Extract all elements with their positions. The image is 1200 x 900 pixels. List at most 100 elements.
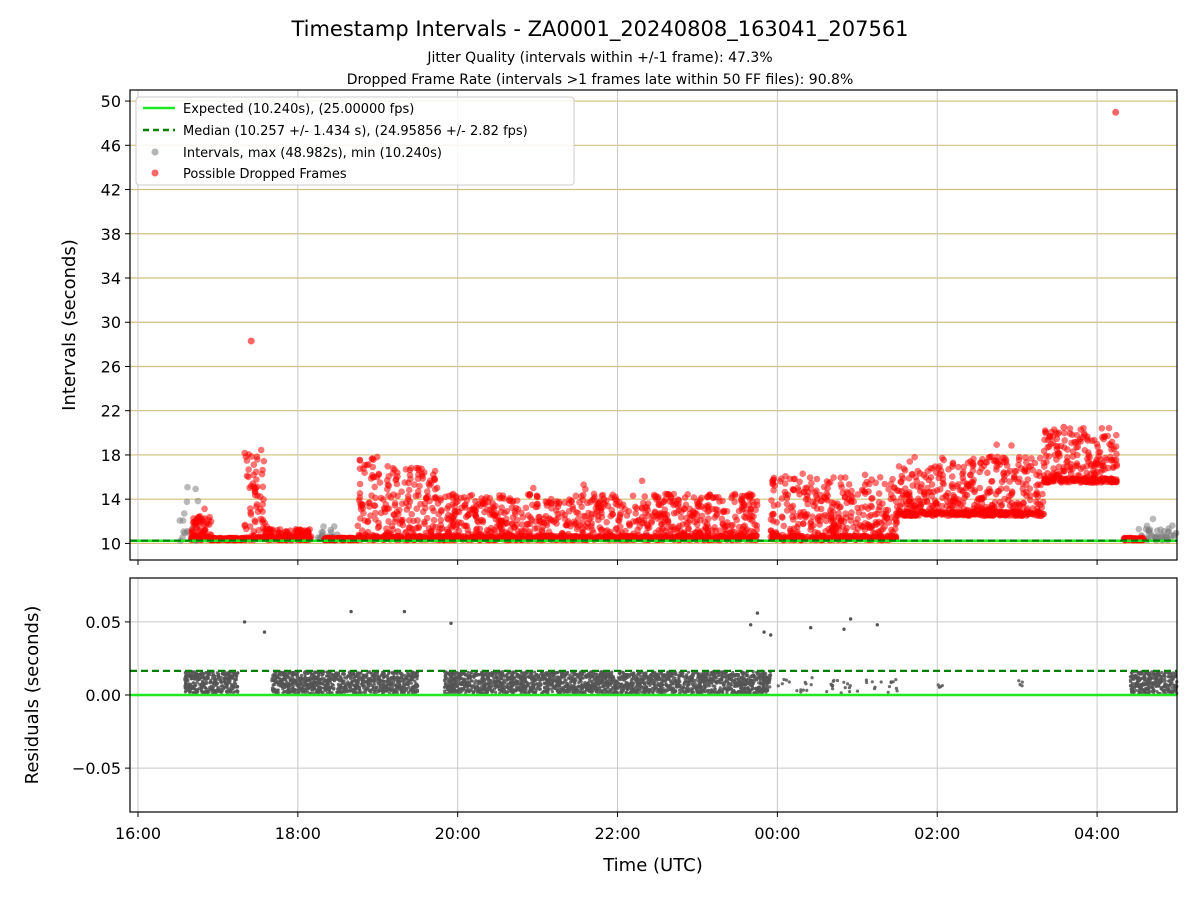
dropped-point — [405, 479, 412, 487]
dropped-point — [600, 499, 607, 507]
residual-point — [279, 677, 283, 682]
dropped-point — [381, 505, 389, 513]
dropped-point — [255, 527, 262, 534]
dropped-point — [685, 525, 692, 532]
dropped-point — [705, 502, 712, 509]
dropped-point — [457, 519, 465, 527]
dropped-point — [804, 511, 811, 518]
dropped-point — [1093, 460, 1101, 467]
residual-point — [329, 691, 333, 695]
residual-point — [193, 674, 198, 678]
dropped-point — [661, 498, 668, 505]
dropped-point — [701, 518, 709, 526]
residual-point — [184, 689, 188, 693]
dropped-point — [592, 510, 599, 518]
dropped-point — [896, 510, 903, 518]
dropped-point — [663, 524, 671, 532]
residual-point — [219, 691, 223, 695]
legend-expected-label: Expected (10.240s), (25.00000 fps) — [183, 102, 414, 117]
dropped-point — [243, 457, 251, 464]
dropped-point — [1053, 435, 1061, 443]
dropped-point — [1002, 508, 1010, 516]
dropped-point — [260, 457, 268, 465]
dropped-point — [365, 461, 372, 468]
dropped-point — [369, 473, 377, 481]
dropped-point — [449, 490, 457, 498]
intervals-point — [1165, 525, 1172, 532]
dropped-point — [693, 529, 700, 536]
dropped-point — [1001, 473, 1008, 480]
dropped-point — [249, 534, 257, 541]
dropped-point — [875, 490, 883, 497]
dropped-point — [458, 504, 465, 512]
dropped-point — [644, 512, 652, 519]
residual-point — [364, 688, 368, 692]
dropped-point — [876, 503, 883, 511]
dropped-point — [1109, 464, 1117, 472]
residual-point — [343, 675, 347, 680]
dropped-point — [1068, 439, 1075, 447]
residual-point — [277, 672, 281, 676]
dropped-point — [815, 513, 823, 520]
dropped-point — [830, 520, 838, 528]
dropped-point — [396, 520, 404, 527]
intervals-point — [331, 523, 338, 530]
dropped-point — [582, 485, 589, 493]
dropped-point — [1105, 424, 1113, 432]
dropped-point — [783, 500, 791, 508]
dropped-point — [638, 513, 646, 521]
dropped-point — [486, 494, 494, 502]
dropped-point — [394, 492, 401, 500]
residual-point — [370, 674, 374, 678]
residual-point — [235, 684, 239, 689]
dropped-point — [286, 532, 293, 539]
dropped-point — [1064, 458, 1071, 465]
dropped-point — [463, 522, 471, 530]
dropped-point — [201, 505, 208, 513]
dropped-point — [872, 479, 879, 487]
dropped-point — [858, 523, 866, 530]
residual-point — [227, 687, 231, 691]
residual-point — [367, 684, 371, 688]
dropped-point — [626, 521, 633, 528]
dropped-point — [247, 509, 254, 516]
dropped-point — [582, 523, 589, 530]
dropped-point — [675, 507, 683, 514]
dropped-point — [413, 505, 421, 512]
residual-point — [183, 684, 187, 688]
dropped-point — [548, 505, 555, 512]
dropped-point — [1055, 471, 1062, 478]
dropped-point — [506, 495, 514, 502]
dropped-point — [402, 466, 410, 473]
residual-point — [199, 687, 203, 691]
dropped-point — [508, 504, 516, 512]
dropped-point — [742, 509, 750, 517]
dropped-point — [509, 514, 517, 521]
dropped-point — [992, 491, 1000, 498]
dropped-point — [684, 491, 691, 498]
residual-point — [372, 682, 376, 687]
dropped-point — [914, 510, 922, 518]
dropped-point — [971, 488, 978, 496]
dropped-point — [1042, 452, 1050, 460]
dropped-point — [587, 532, 594, 539]
residual-point — [335, 690, 340, 695]
residual-point — [188, 682, 192, 686]
dropped-point — [589, 496, 596, 504]
residual-point — [202, 684, 206, 689]
dropped-point — [1081, 447, 1089, 454]
dropped-point — [794, 484, 802, 492]
residual-point — [371, 678, 375, 683]
intervals-point — [183, 498, 191, 506]
dropped-point — [451, 511, 459, 518]
residual-point — [231, 690, 235, 695]
dropped-point — [767, 527, 775, 535]
dropped-point — [731, 492, 739, 499]
dropped-point — [250, 461, 258, 469]
dropped-point — [476, 525, 484, 533]
residual-point — [348, 685, 352, 689]
dropped-point — [376, 479, 384, 486]
dropped-point — [361, 469, 368, 477]
dropped-point — [955, 504, 963, 512]
dropped-point — [719, 521, 727, 528]
